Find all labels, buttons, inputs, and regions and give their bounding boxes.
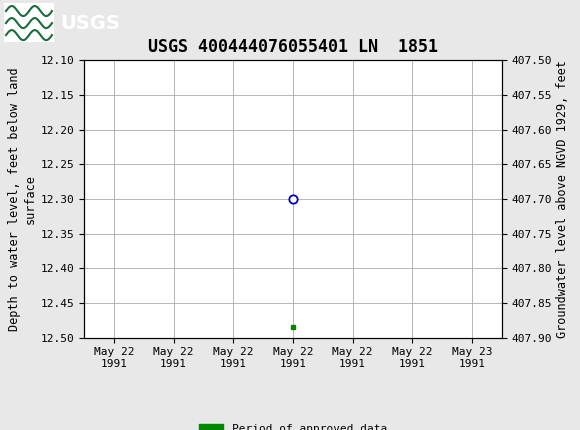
Text: USGS: USGS — [60, 14, 120, 33]
Bar — [4, 3, 54, 42]
Title: USGS 400444076055401 LN  1851: USGS 400444076055401 LN 1851 — [148, 38, 438, 56]
Legend: Period of approved data: Period of approved data — [194, 420, 392, 430]
Y-axis label: Depth to water level, feet below land
surface: Depth to water level, feet below land su… — [9, 67, 37, 331]
Y-axis label: Groundwater level above NGVD 1929, feet: Groundwater level above NGVD 1929, feet — [556, 60, 569, 338]
